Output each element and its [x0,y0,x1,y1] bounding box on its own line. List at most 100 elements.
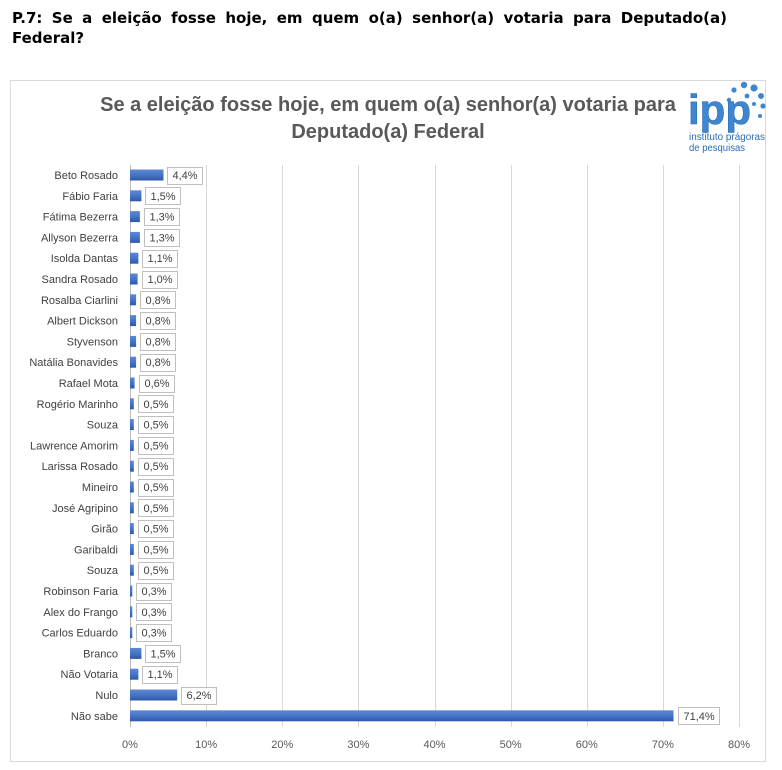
bar-row: Natália Bonavides 0,8% [29,354,176,372]
data-label: 0,3% [142,628,167,640]
category-label: Beto Rosado [54,170,118,182]
bar [130,335,137,347]
bar-row: Sandra Rosado 1,0% [42,271,178,289]
bar-row: Souza 0,5% [87,562,174,580]
bar-row: José Agripino 0,5% [52,499,174,517]
bar [130,419,134,431]
logo-text-line1: instituto prágoras [689,132,765,143]
data-label: 71,4% [684,711,715,723]
bar [130,273,138,285]
data-label: 0,8% [146,357,171,369]
category-label: Carlos Eduardo [42,628,118,640]
data-label-box [142,250,178,268]
data-label-box [138,416,174,434]
category-label: Não Votaria [61,669,119,681]
bar-series: Beto Rosado 4,4% Fábio Faria 1,5% Fátima Bez… [29,167,720,725]
bar [130,481,134,493]
bar-row: Allyson Bezerra 1,3% [41,229,180,247]
data-label: 1,1% [148,253,173,265]
data-label-box [140,333,176,351]
category-label: Garibaldi [74,544,118,556]
bar-row: Beto Rosado 4,4% [54,167,203,185]
data-label: 1,5% [151,191,176,203]
bar-row: Rogério Marinho 0,5% [37,395,174,413]
bar [130,398,134,410]
bar [130,231,140,243]
data-label-box [140,312,176,330]
x-tick-label: 30% [347,739,369,751]
category-label: Branco [83,648,118,660]
logo-mark: ipp [688,86,751,133]
category-label: Robinson Faria [43,586,118,598]
bar [130,294,137,306]
bar-row: Girão 0,5% [91,520,174,538]
bar-row: Rafael Mota 0,6% [59,375,175,393]
data-label-box [138,437,174,455]
question-heading-line2: Federal? [12,29,85,47]
bar-row: Souza 0,5% [87,416,174,434]
data-label: 0,5% [144,524,169,536]
category-label: José Agripino [52,503,118,515]
bar [130,377,135,389]
x-tick-label: 20% [271,739,293,751]
bar [130,606,133,618]
x-tick-label: 70% [652,739,674,751]
category-label: Fátima Bezerra [43,212,119,224]
data-label-box [145,187,181,205]
logo-text-line2: de pesquisas [689,143,745,154]
data-label: 1,1% [148,669,173,681]
category-label: Não sabe [71,711,118,723]
data-label-box [138,479,174,497]
data-label: 1,3% [150,232,175,244]
data-label: 0,5% [144,440,169,452]
data-label: 1,0% [148,274,173,286]
data-label: 0,8% [146,316,171,328]
data-label-box [145,645,181,663]
bar [130,211,140,223]
data-label-box [138,395,174,413]
question-heading: P.7: Se a eleição fosse hoje, em quem o(… [12,8,727,48]
data-label: 1,5% [151,648,176,660]
bar-row: Mineiro 0,5% [82,479,174,497]
bar-row: Robinson Faria 0,3% [43,583,172,601]
data-label-box [144,229,180,247]
bar-row: Isolda Dantas 1,1% [51,250,178,268]
category-label: Fábio Faria [62,191,119,203]
chart-frame [10,80,766,762]
data-label: 1,3% [150,212,175,224]
data-label: 0,8% [146,336,171,348]
data-label-box [140,354,176,372]
bar [130,460,134,472]
bar-row: Não Votaria 1,1% [61,666,178,684]
data-label-box [139,375,175,393]
bar [130,647,142,659]
data-label-box [167,167,203,185]
ipp-logo: ipp instituto prágoras de pesquisas [688,81,766,154]
category-label: Girão [91,524,118,536]
data-label: 0,5% [144,503,169,515]
x-tick-label: 50% [500,739,522,751]
data-label: 0,3% [142,607,167,619]
x-tick-label: 0% [122,739,138,751]
category-label: Isolda Dantas [51,253,119,265]
data-label-box [142,271,178,289]
category-label: Natália Bonavides [29,357,118,369]
data-label: 0,5% [144,461,169,473]
bar [130,523,134,535]
x-axis-tick-labels: 0% 10% 20% 30% 40% 50% 60% 70% 80% [122,739,750,751]
bar-row: Nulo 6,2% [95,687,217,705]
x-tick-label: 10% [195,739,217,751]
data-label-box [144,208,180,226]
bar [130,543,134,555]
x-tick-label: 80% [728,739,750,751]
bar [130,169,164,181]
data-label: 0,8% [146,295,171,307]
gridlines [130,165,740,727]
data-label-box [138,520,174,538]
bar [130,502,134,514]
bar [130,190,142,202]
bar-row: Fátima Bezerra 1,3% [43,208,180,226]
bar [130,564,134,576]
data-label-box [138,541,174,559]
